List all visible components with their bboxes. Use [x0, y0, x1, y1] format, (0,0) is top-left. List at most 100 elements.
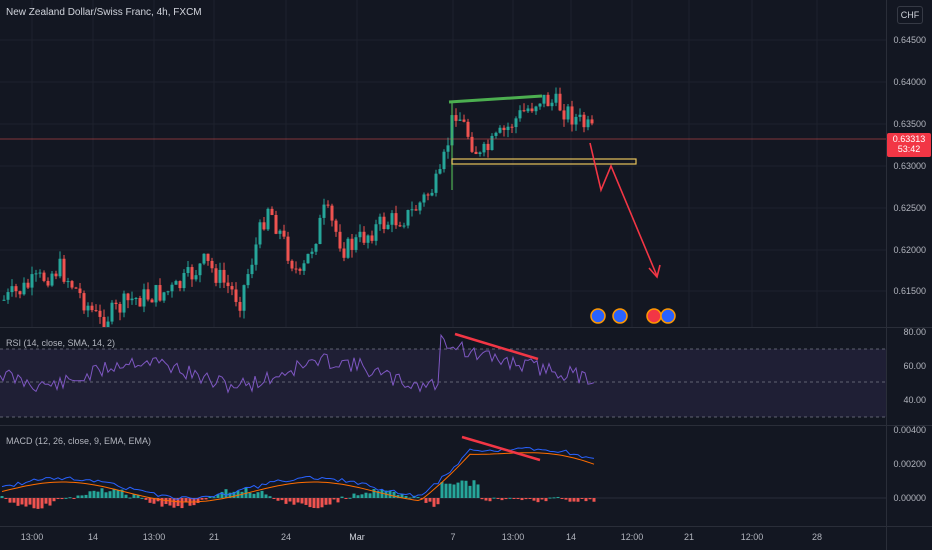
candle-body	[6, 292, 10, 300]
candle-body	[78, 288, 82, 294]
macd-histogram-bar	[76, 495, 80, 498]
candle-body	[362, 231, 366, 243]
candle-body	[298, 268, 302, 271]
candle-body	[574, 116, 578, 125]
candle-body	[234, 289, 238, 302]
candle-body	[398, 225, 402, 227]
macd-histogram-bar	[452, 484, 456, 498]
macd-histogram-bar	[60, 498, 64, 500]
macd-histogram-bar	[0, 496, 4, 498]
candle-body	[438, 169, 442, 174]
candle-body	[274, 214, 278, 234]
rsi-tick: 40.00	[903, 395, 926, 405]
macd-pane[interactable]: MACD (12, 26, close, 9, EMA, EMA)	[0, 426, 886, 526]
macd-histogram-bar	[12, 498, 16, 503]
economic-event-icon	[612, 308, 628, 324]
time-axis[interactable]: 13:00 14 13:00 21 24 Mar 7 13:00 14 12:0…	[0, 527, 886, 550]
candle-body	[246, 274, 250, 286]
candle-body	[278, 230, 282, 234]
price-tick: 0.64500	[893, 35, 926, 45]
pane-separator[interactable]	[0, 425, 932, 426]
candle-body	[174, 281, 178, 285]
candle-body	[502, 127, 506, 131]
candle-body	[286, 236, 290, 261]
candle-body	[570, 106, 574, 125]
macd-histogram-bar	[140, 497, 144, 499]
candle-body	[262, 222, 266, 230]
macd-histogram-bar	[576, 498, 580, 502]
candle-body	[34, 273, 38, 275]
candle-body	[346, 238, 350, 258]
macd-histogram-bar	[48, 498, 52, 506]
candle-body	[142, 289, 146, 307]
macd-histogram-bar	[168, 498, 172, 506]
candle-body	[134, 297, 138, 299]
macd-histogram-bar	[112, 488, 116, 498]
candle-body	[558, 93, 562, 111]
candle-body	[458, 119, 462, 121]
pane-separator[interactable]	[0, 327, 932, 328]
macd-histogram-bar	[424, 498, 428, 503]
candle-body	[14, 286, 18, 292]
candle-body	[118, 304, 122, 313]
rsi-axis[interactable]: 80.00 60.00 40.00	[886, 327, 932, 425]
macd-histogram-bar	[400, 494, 404, 498]
rsi-plot	[0, 332, 886, 418]
macd-histogram-bar	[296, 498, 300, 503]
economic-event-icon	[660, 308, 676, 324]
macd-histogram-bar	[376, 490, 380, 498]
candle-body	[182, 272, 186, 289]
candle-body	[218, 269, 222, 283]
candle-body	[110, 302, 114, 322]
price-axis[interactable]: 0.64500 0.64000 0.63500 0.63000 0.62500 …	[886, 0, 932, 327]
macd-histogram-bar	[256, 492, 260, 498]
macd-histogram-bar	[416, 497, 420, 499]
time-tick: Mar	[349, 532, 365, 542]
candle-body	[42, 272, 46, 281]
candle-body	[190, 267, 194, 280]
currency-button[interactable]: CHF	[897, 6, 923, 24]
candle-body	[266, 208, 270, 230]
macd-histogram-bar	[68, 497, 72, 499]
macd-histogram-bar	[204, 498, 208, 500]
macd-histogram-bar	[272, 498, 276, 499]
candle-body	[114, 302, 118, 305]
candle-body	[30, 274, 34, 288]
macd-histogram-bar	[520, 498, 524, 501]
candle-body	[154, 285, 158, 303]
macd-histogram-bar	[152, 498, 156, 504]
macd-histogram-bar	[144, 498, 148, 500]
macd-histogram-bar	[92, 490, 96, 498]
macd-histogram-bar	[148, 498, 152, 503]
bar-countdown: 53:42	[897, 144, 921, 154]
time-tick: 24	[280, 532, 292, 542]
macd-histogram-bar	[344, 498, 348, 499]
price-tick: 0.64000	[893, 77, 926, 87]
rsi-pane[interactable]: RSI (14, close, SMA, 14, 2)	[0, 328, 886, 425]
price-pane[interactable]: New Zealand Dollar/Swiss Franc, 4h, FXCM	[0, 0, 886, 327]
time-tick: 28	[811, 532, 823, 542]
macd-histogram-bar	[484, 498, 488, 501]
candle-body	[426, 194, 430, 196]
macd-histogram-bar	[124, 494, 128, 498]
candle-body	[210, 260, 214, 269]
macd-histogram-bar	[180, 498, 184, 509]
macd-histogram-bar	[328, 498, 332, 505]
chart-title: New Zealand Dollar/Swiss Franc, 4h, FXCM	[6, 7, 202, 18]
macd-histogram-bar	[480, 498, 484, 500]
macd-histogram-bar	[408, 497, 412, 499]
candle-body	[382, 216, 386, 230]
candle-body	[446, 145, 450, 152]
macd-tick: 0.00000	[893, 493, 926, 503]
macd-histogram-bar	[528, 498, 532, 499]
candle-body	[494, 132, 498, 136]
macd-histogram-bar	[508, 497, 512, 499]
macd-histogram-bar	[568, 498, 572, 502]
candle-body	[106, 321, 110, 327]
macd-histogram-bar	[404, 496, 408, 498]
candle-body	[170, 284, 174, 292]
macd-axis[interactable]: 0.00400 0.00200 0.00000	[886, 425, 932, 526]
resistance-trendline	[448, 94, 543, 104]
price-tick: 0.61500	[893, 286, 926, 296]
candle-body	[478, 152, 482, 154]
